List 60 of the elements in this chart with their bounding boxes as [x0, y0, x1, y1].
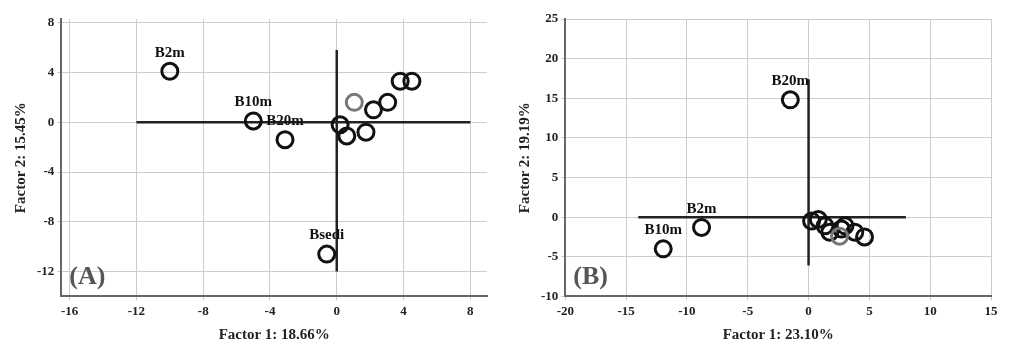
y-tick-label: 20	[545, 49, 559, 65]
x-tick-label: -10	[678, 302, 696, 318]
y-tick-label: 10	[545, 129, 559, 145]
data-label: B10m	[644, 221, 683, 238]
y-tick-label: 4	[47, 63, 55, 79]
y-tick-label: 5	[551, 168, 559, 184]
point	[356, 122, 376, 142]
y-tick-label: 8	[47, 14, 55, 30]
point	[830, 226, 850, 246]
point	[330, 115, 350, 135]
y-tick-label: 0	[551, 208, 559, 224]
point	[160, 61, 180, 81]
x-tick-label: -4	[264, 302, 276, 318]
annotation: (B)	[573, 261, 608, 291]
point	[378, 92, 398, 112]
y-tick-label: -4	[43, 163, 55, 179]
x-axis-title: Factor 1: 23.10%	[722, 325, 834, 342]
point	[363, 100, 383, 120]
point	[317, 244, 337, 264]
point	[344, 92, 364, 112]
x-tick-label: -16	[61, 302, 79, 318]
point	[275, 130, 295, 150]
data-label: B2m	[686, 199, 718, 216]
data-label: B20m	[771, 72, 810, 89]
point	[808, 210, 828, 230]
point	[780, 90, 800, 110]
point	[855, 227, 875, 247]
y-axis-title: Factor 2: 19.19%	[515, 102, 532, 214]
point	[802, 211, 822, 231]
point	[390, 71, 410, 91]
point	[243, 111, 263, 131]
x-tick-label: 4	[400, 302, 408, 318]
x-tick-label: -15	[617, 302, 636, 318]
point	[337, 126, 357, 146]
x-tick-label: -12	[127, 302, 146, 318]
point	[402, 71, 422, 91]
y-axis-title: Factor 2: 15.45%	[11, 102, 28, 214]
x-tick-label: -5	[742, 302, 754, 318]
annotation: (A)	[69, 261, 106, 291]
x-tick-label: -8	[197, 302, 210, 318]
y-tick-label: -8	[43, 213, 55, 229]
x-tick-label: 0	[333, 302, 341, 318]
y-tick-label: -5	[547, 248, 559, 264]
y-tick-label: -10	[540, 287, 559, 303]
x-tick-label: 15	[984, 302, 998, 318]
data-label: B10m	[234, 93, 273, 110]
x-tick-label: -20	[556, 302, 574, 318]
y-tick-label: 25	[545, 10, 559, 26]
point	[653, 239, 673, 259]
x-tick-label: 8	[467, 302, 475, 318]
y-tick-label: -12	[36, 262, 55, 278]
x-axis-title: Factor 1: 18.66%	[218, 325, 330, 342]
x-tick-label: 0	[805, 302, 812, 318]
point	[815, 216, 835, 236]
point	[692, 217, 712, 237]
x-tick-label: 5	[866, 302, 874, 318]
y-tick-label: 15	[545, 89, 559, 105]
data-label: B2m	[154, 43, 186, 60]
y-tick-label: 0	[47, 113, 55, 129]
x-tick-label: 10	[923, 302, 937, 318]
